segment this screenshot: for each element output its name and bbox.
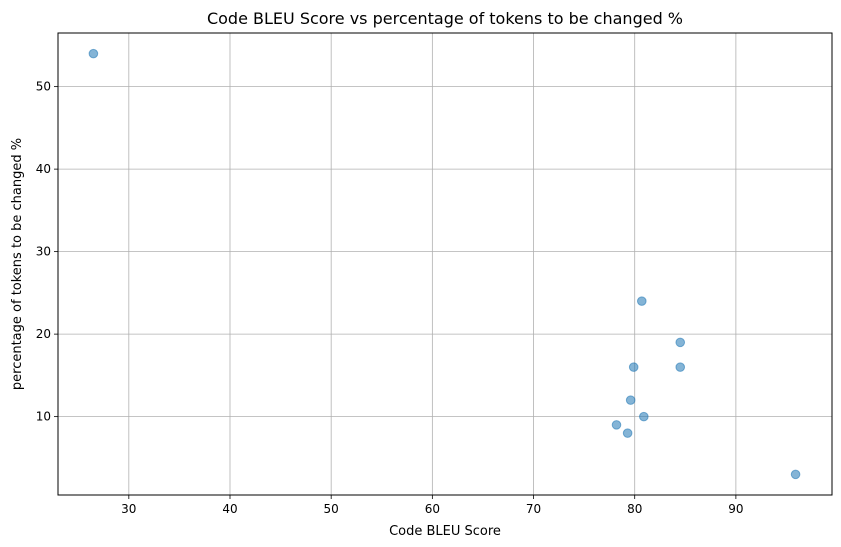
x-axis-label: Code BLEU Score (389, 524, 501, 539)
data-point (675, 337, 686, 348)
y-tick-label: 40 (36, 162, 51, 176)
grid (58, 33, 832, 495)
data-point (639, 411, 649, 422)
data-point (611, 420, 622, 430)
x-tick-label: 90 (728, 502, 743, 516)
data-point (675, 362, 686, 372)
data-point (88, 48, 99, 59)
chart-title: Code BLEU Score vs percentage of tokens … (207, 9, 683, 28)
x-tick-label: 70 (526, 502, 541, 516)
data-points (88, 48, 801, 480)
y-tick-label: 20 (36, 327, 51, 341)
data-point (628, 362, 639, 372)
x-tick-label: 50 (324, 502, 339, 516)
y-tick-label: 30 (36, 245, 51, 259)
plot-area-frame (57, 32, 833, 496)
x-tick-label: 40 (222, 502, 237, 516)
x-axis-ticks: 30 40 50 60 70 80 90 (121, 495, 744, 516)
data-point (636, 296, 647, 306)
data-point (625, 395, 636, 405)
x-tick-label: 60 (425, 502, 440, 516)
y-axis-label: percentage of tokens to be changed % (10, 138, 25, 390)
data-point (790, 469, 801, 480)
y-axis-ticks: 10 20 30 40 50 (36, 80, 58, 424)
x-tick-label: 80 (627, 502, 642, 516)
y-tick-label: 10 (36, 410, 51, 424)
x-tick-label: 30 (121, 502, 136, 516)
data-point (622, 428, 633, 438)
y-tick-label: 50 (36, 80, 51, 94)
